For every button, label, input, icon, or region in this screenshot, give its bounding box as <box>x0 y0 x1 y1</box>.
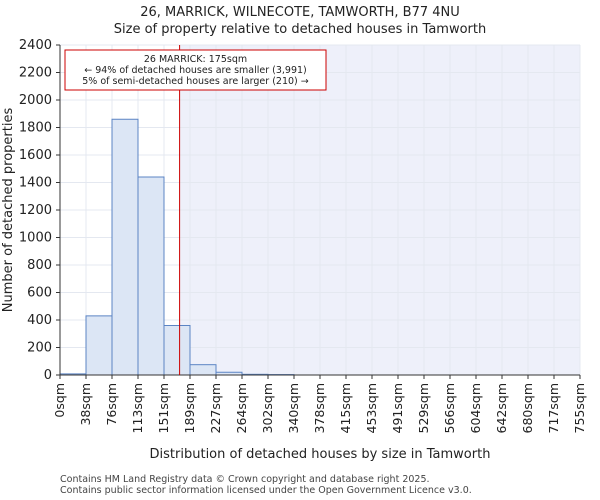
x-tick-label: 189sqm <box>182 383 197 433</box>
y-tick-label: 0 <box>44 368 52 383</box>
title-subtitle: Size of property relative to detached ho… <box>113 22 487 37</box>
x-tick-label: 76sqm <box>104 383 119 426</box>
x-tick-label: 453sqm <box>364 383 379 433</box>
y-tick-label: 1000 <box>19 231 52 246</box>
y-tick-label: 2200 <box>19 66 52 81</box>
x-tick-label: 264sqm <box>234 383 249 433</box>
y-tick-label: 1200 <box>19 203 52 218</box>
histogram-bar[interactable] <box>111 118 139 376</box>
x-tick-label: 491sqm <box>390 383 405 433</box>
histogram-bar[interactable] <box>189 364 217 376</box>
footer-licence: Contains public sector information licen… <box>60 485 472 496</box>
y-tick-label: 2000 <box>19 93 52 108</box>
x-tick-label: 113sqm <box>130 383 145 433</box>
y-tick-label: 400 <box>27 313 52 328</box>
y-tick-label: 800 <box>27 258 52 273</box>
x-axis-title: Distribution of detached houses by size … <box>150 447 491 462</box>
x-tick-label: 227sqm <box>208 383 223 433</box>
y-tick-label: 2400 <box>19 38 52 53</box>
x-tick-label: 378sqm <box>312 383 327 433</box>
x-tick-label: 566sqm <box>442 383 457 433</box>
x-tick-label: 151sqm <box>156 383 171 433</box>
y-tick-label: 600 <box>27 286 52 301</box>
annotation-smaller: ← 94% of detached houses are smaller (3,… <box>84 65 307 76</box>
x-tick-label: 38sqm <box>78 383 93 426</box>
annotation-title: 26 MARRICK: 175sqm <box>144 54 247 65</box>
y-axis-title: Number of detached properties <box>1 108 16 313</box>
annotation-box <box>64 49 327 91</box>
x-tick-label: 415sqm <box>338 383 353 433</box>
x-tick-label: 680sqm <box>520 383 535 433</box>
x-tick-label: 302sqm <box>260 383 275 433</box>
y-tick-label: 1400 <box>19 176 52 191</box>
title-address: 26, MARRICK, WILNECOTE, TAMWORTH, B77 4N… <box>140 5 460 20</box>
x-tick-label: 604sqm <box>468 383 483 433</box>
chart-title: 26, MARRICK, WILNECOTE, TAMWORTH, B77 4N… <box>0 4 600 38</box>
x-tick-label: 529sqm <box>416 383 431 433</box>
histogram-bar[interactable] <box>163 325 191 376</box>
histogram-bar[interactable] <box>85 315 113 376</box>
x-tick-label: 642sqm <box>494 383 509 433</box>
y-tick-label: 1800 <box>19 121 52 136</box>
annotation-larger: 5% of semi-detached houses are larger (2… <box>82 76 309 87</box>
y-tick-label: 200 <box>27 341 52 356</box>
x-tick-label: 755sqm <box>572 383 587 433</box>
x-tick-label: 340sqm <box>286 383 301 433</box>
x-tick-label: 717sqm <box>546 383 561 433</box>
histogram-bar[interactable] <box>137 176 165 376</box>
x-tick-label: 0sqm <box>52 383 67 418</box>
footer-copyright: Contains HM Land Registry data © Crown c… <box>60 474 430 485</box>
y-tick-label: 1600 <box>19 148 52 163</box>
